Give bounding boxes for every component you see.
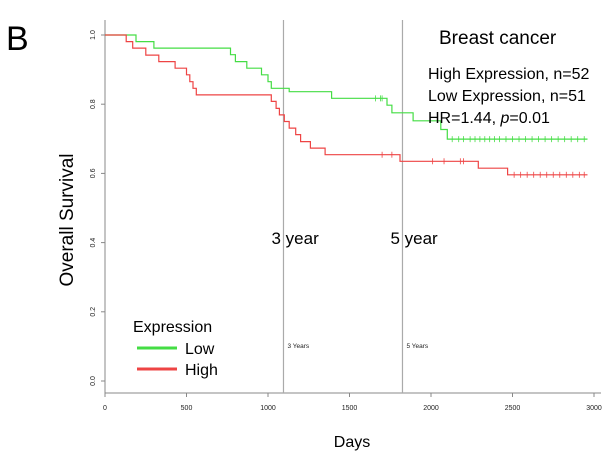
- x-tick-label: 2500: [505, 405, 521, 412]
- legend-title: Expression: [133, 319, 212, 336]
- legend-label-high: High: [185, 362, 218, 379]
- x-tick-label: 1000: [260, 405, 276, 412]
- y-tick-label: 0.8: [90, 99, 97, 109]
- y-tick-label: 0.4: [90, 238, 97, 248]
- y-tick-label: 0.6: [90, 168, 97, 178]
- legend-label-low: Low: [185, 341, 215, 358]
- x-tick-label: 2000: [423, 405, 439, 412]
- x-tick-label: 1500: [342, 405, 358, 412]
- y-tick-label: 1.0: [90, 30, 97, 40]
- p-label: p: [499, 110, 509, 127]
- y-tick-label: 0.0: [90, 376, 97, 386]
- annotation-low-expression: Low Expression, n=51: [428, 88, 586, 105]
- hr-text: HR=1.44,: [428, 110, 500, 127]
- reference-small-label: 3 Years: [287, 343, 309, 350]
- series-line-low: [105, 34, 588, 140]
- x-axis-label: Days: [334, 434, 370, 451]
- y-axis-label: Overall Survival: [57, 153, 78, 286]
- chart-title: Breast cancer: [439, 28, 557, 49]
- x-tick-label: 0: [103, 405, 107, 412]
- x-tick-label: 500: [181, 405, 193, 412]
- x-tick-label: 3000: [586, 405, 602, 412]
- reference-label: 3 year: [271, 229, 319, 248]
- series-line-high: [105, 34, 588, 176]
- annotation-hr: HR=1.44, p=0.01: [428, 110, 550, 127]
- reference-label: 5 year: [390, 229, 438, 248]
- panel-label: B: [6, 20, 29, 58]
- plot-area: [104, 20, 601, 394]
- legend: Expression Low High: [133, 319, 218, 379]
- reference-small-label: 5 Years: [406, 343, 428, 350]
- y-tick-label: 0.2: [90, 307, 97, 317]
- annotation-high-expression: High Expression, n=52: [428, 66, 590, 83]
- p-value: =0.01: [509, 110, 550, 127]
